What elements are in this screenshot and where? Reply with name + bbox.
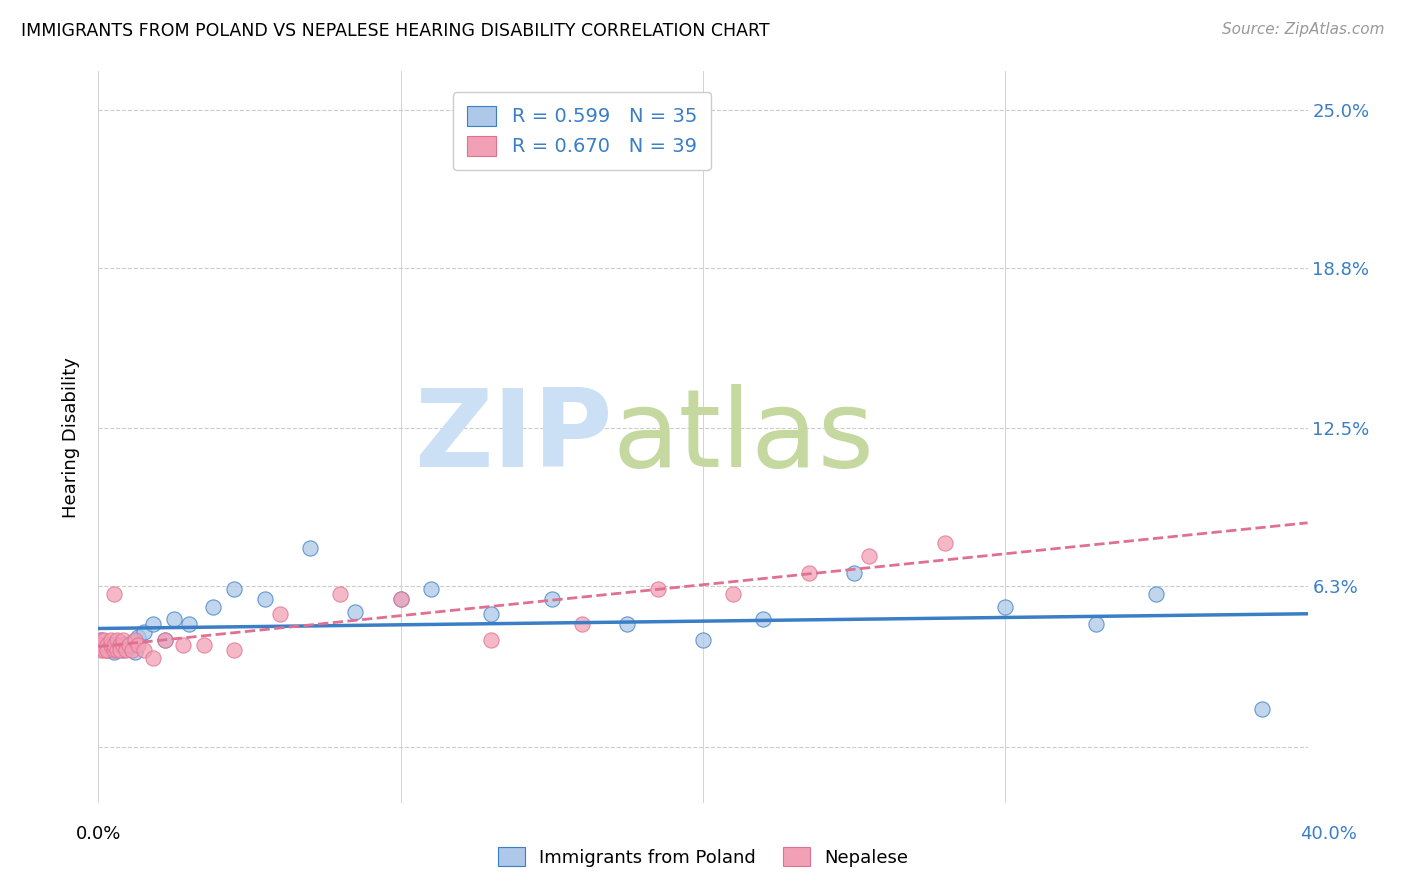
Point (96, 638, 118, 652)
Point (797, 566, 820, 581)
Point (114, 638, 136, 652)
Point (108, 638, 131, 652)
Point (163, 612, 186, 626)
Point (142, 617, 165, 632)
Point (299, 541, 322, 555)
Text: IMMIGRANTS FROM POLAND VS NEPALESE HEARING DISABILITY CORRELATION CHART: IMMIGRANTS FROM POLAND VS NEPALESE HEARI… (21, 22, 769, 40)
Point (202, 599, 225, 614)
Point (329, 587, 352, 601)
Legend: R = 0.599   N = 35, R = 0.670   N = 39: R = 0.599 N = 35, R = 0.670 N = 39 (453, 92, 711, 170)
Point (193, 638, 215, 652)
Text: ZIP: ZIP (413, 384, 613, 490)
Point (132, 625, 155, 640)
Y-axis label: Hearing Disability: Hearing Disability (62, 357, 80, 517)
Point (1144, 587, 1167, 601)
Point (96, 643, 118, 657)
Point (844, 566, 866, 581)
Point (96, 643, 118, 657)
Point (127, 630, 149, 644)
Point (111, 638, 134, 652)
Point (111, 632, 134, 647)
Point (934, 536, 956, 550)
Point (142, 650, 165, 665)
Point (389, 591, 412, 606)
Point (224, 582, 246, 596)
Point (132, 643, 155, 657)
Point (114, 643, 136, 657)
Point (111, 643, 134, 657)
Point (100, 638, 122, 652)
Point (153, 632, 176, 647)
Point (224, 643, 246, 657)
Point (571, 617, 593, 632)
Point (124, 645, 146, 659)
Point (121, 635, 143, 649)
Point (105, 640, 128, 655)
Point (90, 632, 112, 647)
Point (1085, 617, 1108, 632)
Point (90, 638, 112, 652)
Point (103, 645, 125, 659)
Text: 0.0%: 0.0% (76, 825, 121, 843)
Point (994, 599, 1017, 614)
Point (103, 638, 125, 652)
Point (253, 591, 276, 606)
Point (723, 587, 745, 601)
Point (179, 617, 201, 632)
Legend: Immigrants from Poland, Nepalese: Immigrants from Poland, Nepalese (488, 838, 918, 876)
Point (858, 549, 880, 563)
Point (118, 638, 141, 652)
Point (692, 632, 714, 647)
Point (269, 607, 291, 622)
Point (103, 643, 125, 657)
Point (1251, 701, 1274, 715)
Point (93, 632, 115, 647)
Point (420, 582, 443, 596)
Point (481, 607, 503, 622)
Point (103, 587, 125, 601)
Point (100, 632, 122, 647)
Point (118, 640, 141, 655)
Point (121, 643, 143, 657)
Text: atlas: atlas (613, 384, 875, 490)
Point (344, 605, 367, 619)
Point (90, 632, 112, 647)
Point (124, 632, 146, 647)
Point (105, 632, 128, 647)
Point (105, 643, 128, 657)
Point (752, 612, 775, 626)
Point (481, 632, 503, 647)
Point (100, 638, 122, 652)
Point (172, 638, 194, 652)
Point (153, 632, 176, 647)
Point (93, 638, 115, 652)
Point (108, 643, 131, 657)
Point (93, 643, 115, 657)
Point (616, 617, 638, 632)
Point (540, 591, 562, 606)
Text: Source: ZipAtlas.com: Source: ZipAtlas.com (1222, 22, 1385, 37)
Point (127, 638, 149, 652)
Point (389, 591, 412, 606)
Point (108, 635, 131, 649)
Point (647, 582, 669, 596)
Text: 40.0%: 40.0% (1301, 825, 1357, 843)
Point (90, 643, 112, 657)
